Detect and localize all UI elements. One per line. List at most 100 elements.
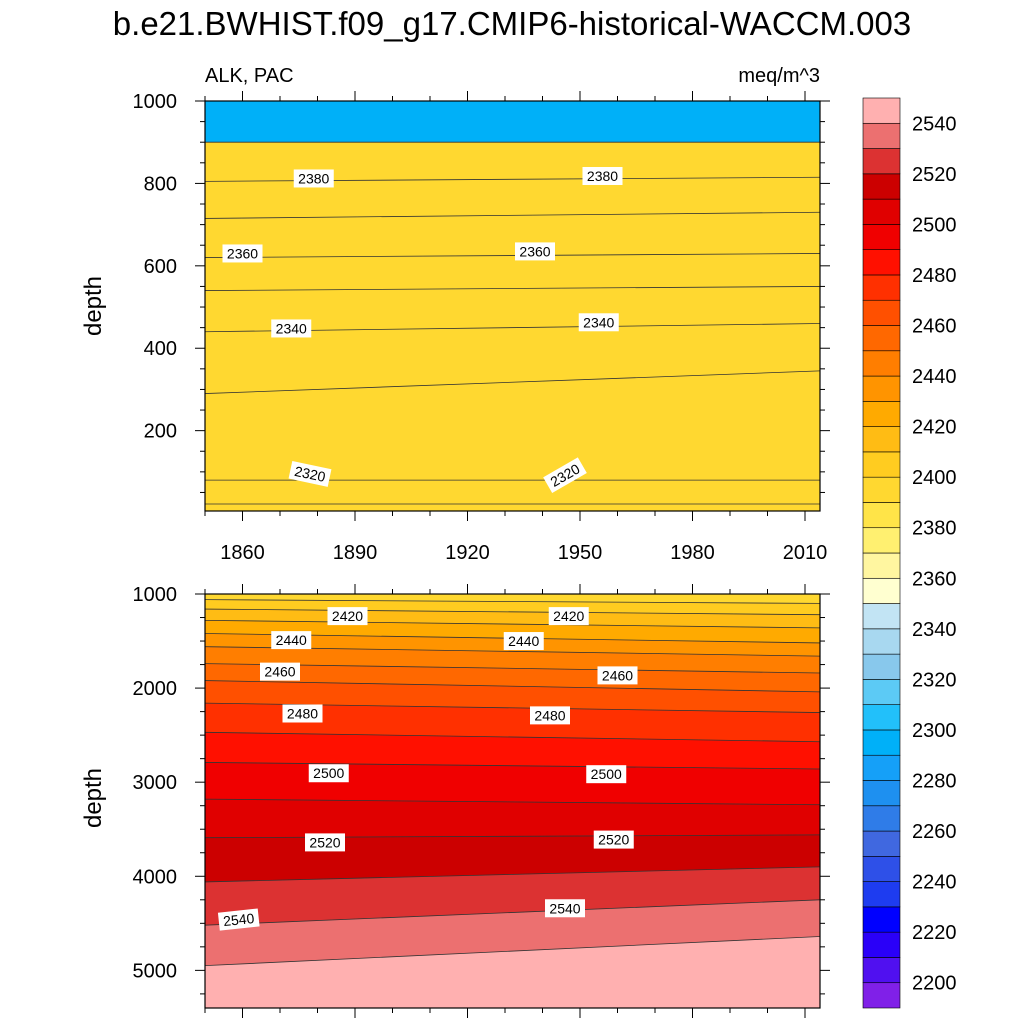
colorbar-box xyxy=(862,527,901,554)
contour-label-text: 2440 xyxy=(508,633,539,649)
colorbar-label: 2240 xyxy=(912,872,957,894)
contour-band xyxy=(205,599,820,615)
contour-label: 2520 xyxy=(593,830,634,849)
contour-line xyxy=(205,663,820,674)
colorbar-label: 2460 xyxy=(912,316,957,338)
colorbar-box xyxy=(862,957,901,984)
contour-label-text: 2440 xyxy=(276,632,307,648)
colorbar-box xyxy=(862,502,901,529)
contour-band xyxy=(205,663,820,692)
contour-band xyxy=(205,834,820,882)
colorbar-box xyxy=(862,476,901,503)
colorbar-box xyxy=(862,906,901,933)
contour-label: 2480 xyxy=(282,704,323,723)
colorbar-box xyxy=(862,653,901,680)
contour-band xyxy=(205,799,820,838)
plot-frame xyxy=(204,100,821,512)
contour-band xyxy=(205,703,820,742)
contour-label: 2380 xyxy=(582,166,623,185)
colorbar-box xyxy=(862,931,901,958)
colorbar-box xyxy=(862,552,901,579)
contour-label-text: 2520 xyxy=(598,832,629,848)
colorbar-label: 2420 xyxy=(912,417,957,439)
colorbar-box xyxy=(862,704,901,731)
contour-label: 2420 xyxy=(548,607,589,626)
contour-label-text: 2480 xyxy=(534,707,565,723)
contour-line xyxy=(205,680,820,693)
contour-label-text: 2540 xyxy=(549,900,580,916)
colorbar-label: 2300 xyxy=(912,720,957,742)
contour-label: 2340 xyxy=(578,313,619,332)
contour-label-text: 2360 xyxy=(227,245,258,261)
x-tick-label: 1980 xyxy=(670,542,715,564)
contour-label: 2440 xyxy=(503,632,544,651)
contour-label: 2380 xyxy=(293,169,334,188)
colorbar-box xyxy=(862,729,901,756)
colorbar-box xyxy=(862,97,901,124)
colorbar-box xyxy=(862,401,901,427)
colorbar-label: 2280 xyxy=(912,771,957,793)
y-axis-label-lower: depth xyxy=(80,768,107,828)
contour-label-text: 2500 xyxy=(313,765,344,781)
colorbar-box xyxy=(862,198,901,225)
colorbar-box xyxy=(862,350,901,377)
contour-band xyxy=(205,866,820,926)
contour-label-text: 2340 xyxy=(276,320,307,336)
colorbar-box xyxy=(862,426,901,453)
y-tick-label: 3000 xyxy=(133,772,178,794)
colorbar-box xyxy=(862,224,901,250)
colorbar-label: 2360 xyxy=(912,568,957,590)
colorbar-box xyxy=(862,173,901,200)
contour-line xyxy=(205,731,820,743)
contour-label: 2340 xyxy=(271,319,312,338)
y-tick-label: 5000 xyxy=(133,960,178,982)
contour-label: 2540 xyxy=(545,899,585,918)
contour-band xyxy=(205,936,820,1008)
x-tick-label: 1860 xyxy=(220,542,265,564)
contour-label-text: 2460 xyxy=(264,664,295,680)
contour-band xyxy=(205,732,820,770)
x-tick-label: 2010 xyxy=(783,542,828,564)
contour-label: 2540 xyxy=(217,908,260,931)
y-tick-label: 2000 xyxy=(133,678,178,700)
contour-line xyxy=(205,798,820,806)
colorbar-label: 2260 xyxy=(912,821,957,843)
contour-line xyxy=(205,286,820,291)
contour-label: 2500 xyxy=(586,765,627,784)
contour-label: 2460 xyxy=(260,662,300,681)
contour-line xyxy=(205,936,820,967)
contour-band xyxy=(205,680,820,713)
colorbar-box xyxy=(862,249,901,276)
contour-label-text: 2340 xyxy=(583,314,614,330)
contour-label-text: 2360 xyxy=(519,243,550,259)
colorbar-label: 2400 xyxy=(912,467,957,489)
contour-label: 2500 xyxy=(308,764,349,783)
y-axis-label-upper: depth xyxy=(80,276,107,336)
y-tick-label: 1000 xyxy=(133,584,178,606)
colorbar-box xyxy=(862,780,901,807)
colorbar-box xyxy=(862,325,901,352)
colorbar-box xyxy=(862,122,901,149)
contour-label-text: 2380 xyxy=(298,170,329,186)
colorbar-box xyxy=(862,754,901,781)
contour-label-text: 2480 xyxy=(287,705,318,721)
colorbar-box xyxy=(862,148,901,175)
colorbar-box xyxy=(862,881,901,908)
colorbar-box xyxy=(862,451,901,478)
colorbar-label: 2520 xyxy=(912,164,957,186)
contour-label: 2440 xyxy=(271,631,312,650)
colorbar-label: 2320 xyxy=(912,669,957,691)
colorbar-box xyxy=(862,679,901,705)
contour-label: 2460 xyxy=(597,666,638,685)
contour-label-text: 2540 xyxy=(222,910,255,929)
colorbar-label: 2500 xyxy=(912,214,957,236)
colorbar-label: 2220 xyxy=(912,922,957,944)
contour-band xyxy=(205,142,820,511)
y-tick-label: 400 xyxy=(144,338,177,360)
contour-label: 2360 xyxy=(515,242,555,261)
lower-panel: depth 2420 2420 2440 2440 2460 2460 2480 2480 25… xyxy=(80,584,830,1018)
contour-line xyxy=(205,599,820,604)
contour-label: 2320 xyxy=(288,460,332,487)
